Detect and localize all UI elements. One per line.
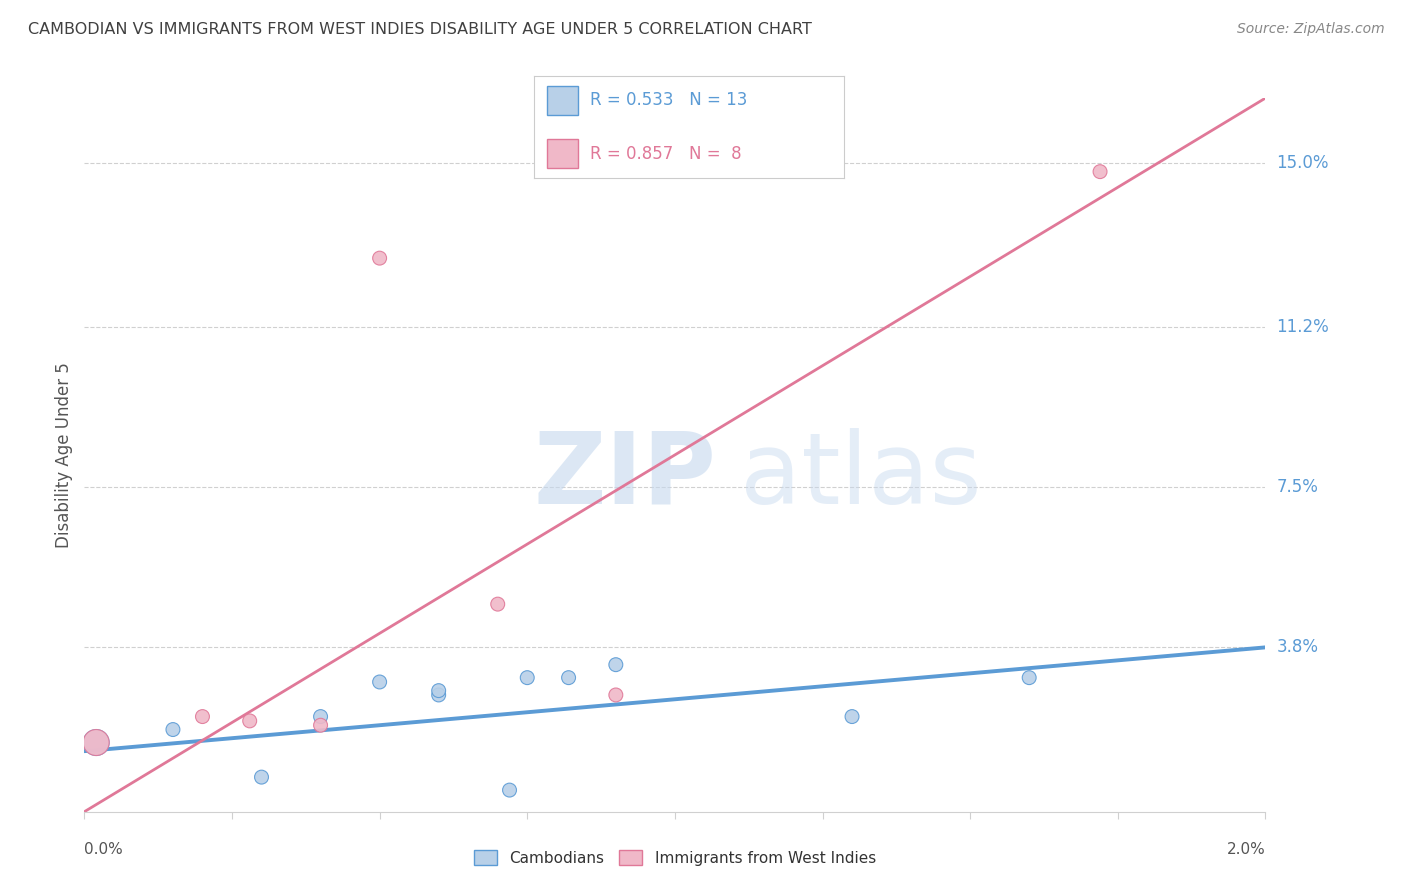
Text: 2.0%: 2.0%	[1226, 842, 1265, 857]
Text: 3.8%: 3.8%	[1277, 639, 1319, 657]
Point	[191, 709, 214, 723]
Point	[427, 688, 450, 702]
Point	[368, 675, 391, 690]
Point	[498, 783, 520, 797]
Point	[84, 735, 107, 749]
Point	[841, 709, 863, 723]
Point	[427, 683, 450, 698]
Point	[239, 714, 262, 728]
Bar	[547, 87, 578, 115]
Point	[1018, 671, 1040, 685]
Text: 15.0%: 15.0%	[1277, 154, 1329, 172]
Point	[162, 723, 184, 737]
Point	[84, 735, 107, 749]
Text: atlas: atlas	[740, 428, 981, 524]
Text: CAMBODIAN VS IMMIGRANTS FROM WEST INDIES DISABILITY AGE UNDER 5 CORRELATION CHAR: CAMBODIAN VS IMMIGRANTS FROM WEST INDIES…	[28, 22, 813, 37]
Point	[1088, 164, 1111, 178]
Text: 11.2%: 11.2%	[1277, 318, 1329, 336]
Point	[605, 688, 627, 702]
Point	[250, 770, 273, 784]
Point	[557, 671, 579, 685]
Text: R = 0.533   N = 13: R = 0.533 N = 13	[591, 92, 748, 110]
Point	[309, 718, 332, 732]
Point	[368, 251, 391, 265]
Bar	[547, 139, 578, 168]
Point	[309, 709, 332, 723]
Text: R = 0.857   N =  8: R = 0.857 N = 8	[591, 145, 741, 162]
Point	[516, 671, 538, 685]
Text: 0.0%: 0.0%	[84, 842, 124, 857]
Text: 7.5%: 7.5%	[1277, 478, 1319, 496]
Point	[486, 597, 509, 611]
Legend: Cambodians, Immigrants from West Indies: Cambodians, Immigrants from West Indies	[468, 844, 882, 871]
Text: ZIP: ZIP	[533, 428, 716, 524]
Point	[605, 657, 627, 672]
Y-axis label: Disability Age Under 5: Disability Age Under 5	[55, 362, 73, 548]
Text: Source: ZipAtlas.com: Source: ZipAtlas.com	[1237, 22, 1385, 37]
